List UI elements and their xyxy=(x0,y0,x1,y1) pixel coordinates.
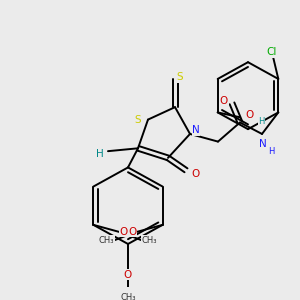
Text: N: N xyxy=(192,125,200,135)
Text: H: H xyxy=(259,116,265,125)
Text: CH₃: CH₃ xyxy=(120,293,136,300)
Text: N: N xyxy=(259,139,267,148)
Text: CH₃: CH₃ xyxy=(142,236,157,244)
Text: O: O xyxy=(124,270,132,280)
Text: H: H xyxy=(268,147,274,156)
Text: O: O xyxy=(220,96,228,106)
Text: O: O xyxy=(128,226,137,236)
Text: O: O xyxy=(119,226,128,236)
Text: CH₃: CH₃ xyxy=(99,236,114,244)
Text: Cl: Cl xyxy=(266,47,277,57)
Text: O: O xyxy=(246,110,254,120)
Text: S: S xyxy=(135,115,141,124)
Text: H: H xyxy=(96,149,104,159)
Text: O: O xyxy=(192,169,200,179)
Text: S: S xyxy=(177,73,183,82)
